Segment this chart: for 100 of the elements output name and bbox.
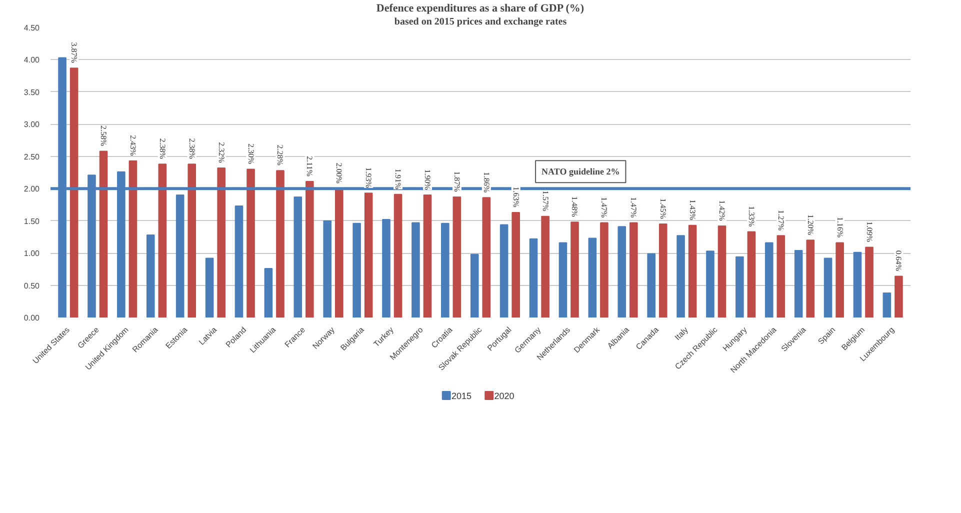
data-label: 1.33% bbox=[746, 206, 756, 227]
bar bbox=[588, 238, 597, 318]
bar bbox=[688, 224, 697, 318]
data-label: 2.32% bbox=[216, 142, 226, 164]
bar bbox=[99, 150, 108, 318]
y-tick-label: 2.00 bbox=[24, 184, 40, 194]
bar bbox=[529, 238, 538, 318]
data-label: 1.20% bbox=[806, 214, 815, 236]
bar bbox=[146, 234, 155, 318]
y-tick-label: 4.50 bbox=[24, 24, 40, 32]
data-label: 2.58% bbox=[99, 125, 108, 146]
bar bbox=[776, 235, 786, 318]
y-tick-label: 1.50 bbox=[24, 216, 40, 226]
bar bbox=[441, 222, 450, 318]
bar bbox=[718, 225, 726, 318]
bar bbox=[541, 216, 550, 318]
data-label: 2.00% bbox=[334, 162, 344, 184]
x-tick-label: Italy bbox=[673, 325, 690, 342]
bar bbox=[558, 242, 568, 318]
bar bbox=[394, 194, 402, 318]
chart-subtitle: based on 2015 prices and exchange rates bbox=[394, 16, 567, 28]
bar bbox=[234, 206, 244, 318]
data-label: 3.87% bbox=[70, 42, 79, 64]
bar bbox=[618, 226, 626, 318]
bar bbox=[306, 181, 314, 318]
bar bbox=[676, 235, 685, 318]
data-label: 1.86% bbox=[482, 172, 491, 193]
data-label: 1.16% bbox=[835, 216, 844, 238]
bar bbox=[500, 224, 508, 318]
data-label: 1.48% bbox=[570, 196, 580, 218]
bar bbox=[658, 224, 668, 318]
bar bbox=[570, 222, 579, 318]
bar bbox=[470, 254, 479, 318]
y-tick-label: 1.00 bbox=[24, 249, 40, 258]
bar bbox=[176, 194, 184, 318]
data-label: 1.93% bbox=[364, 167, 374, 188]
y-tick-label: 0.50 bbox=[24, 281, 40, 290]
bar bbox=[294, 196, 302, 318]
bar bbox=[647, 253, 656, 318]
bar bbox=[70, 68, 78, 318]
data-label: 2.11% bbox=[305, 156, 314, 177]
chart-title: Defence expenditures as a share of GDP (%) bbox=[376, 2, 584, 14]
data-label: 2.30% bbox=[246, 143, 256, 164]
bar bbox=[894, 276, 903, 318]
bar bbox=[217, 167, 226, 318]
y-tick-label: 0.00 bbox=[24, 314, 40, 322]
bar bbox=[706, 250, 714, 318]
bar bbox=[806, 240, 815, 318]
y-tick-label: 3.50 bbox=[24, 88, 40, 97]
data-label: 2.38% bbox=[158, 138, 167, 160]
bar bbox=[630, 222, 638, 318]
bar bbox=[853, 252, 862, 318]
y-tick-label: 2.50 bbox=[24, 152, 40, 162]
data-label: 2.43% bbox=[128, 135, 138, 156]
bar bbox=[865, 246, 874, 318]
bar bbox=[128, 160, 138, 318]
bar bbox=[736, 256, 744, 318]
bar bbox=[512, 212, 520, 318]
y-tick-label: 4.00 bbox=[24, 56, 40, 65]
bar bbox=[482, 197, 491, 318]
bar bbox=[452, 196, 462, 318]
bar bbox=[246, 168, 255, 318]
bar bbox=[352, 222, 361, 318]
data-label: 1.47% bbox=[600, 196, 609, 218]
bar bbox=[794, 250, 803, 318]
legend-label: 2015 bbox=[451, 391, 472, 401]
bar bbox=[276, 170, 284, 318]
bar bbox=[364, 192, 373, 318]
data-label: 1.42% bbox=[718, 200, 727, 222]
data-label: 1.63% bbox=[511, 186, 520, 208]
data-label: 1.90% bbox=[422, 169, 432, 190]
data-label: 1.91% bbox=[394, 168, 403, 190]
y-tick-label: 3.00 bbox=[24, 120, 40, 130]
data-label: 1.09% bbox=[864, 221, 874, 242]
bar bbox=[423, 194, 432, 318]
bar bbox=[600, 222, 608, 318]
bar bbox=[205, 258, 214, 318]
data-label: 1.87% bbox=[452, 171, 462, 192]
bar bbox=[334, 188, 344, 318]
data-label: 1.57% bbox=[540, 190, 550, 212]
bar bbox=[412, 222, 420, 318]
data-label: 1.27% bbox=[776, 210, 786, 231]
data-label: 1.43% bbox=[688, 200, 698, 221]
bar bbox=[764, 242, 774, 318]
bar bbox=[323, 220, 332, 318]
data-label: 1.45% bbox=[658, 198, 668, 220]
bar bbox=[158, 164, 167, 318]
bar bbox=[882, 292, 892, 318]
bar bbox=[824, 258, 832, 318]
ref-line-label: NATO guideline 2% bbox=[542, 166, 620, 177]
bar bbox=[188, 164, 196, 318]
data-label: 1.47% bbox=[629, 196, 638, 218]
bar bbox=[382, 219, 390, 318]
data-label: 0.64% bbox=[894, 250, 904, 272]
data-label: 2.38% bbox=[187, 138, 196, 160]
legend-label: 2020 bbox=[494, 391, 514, 401]
bar bbox=[747, 231, 756, 318]
bar bbox=[264, 268, 273, 318]
data-label: 2.28% bbox=[276, 144, 285, 166]
bar bbox=[836, 242, 844, 318]
